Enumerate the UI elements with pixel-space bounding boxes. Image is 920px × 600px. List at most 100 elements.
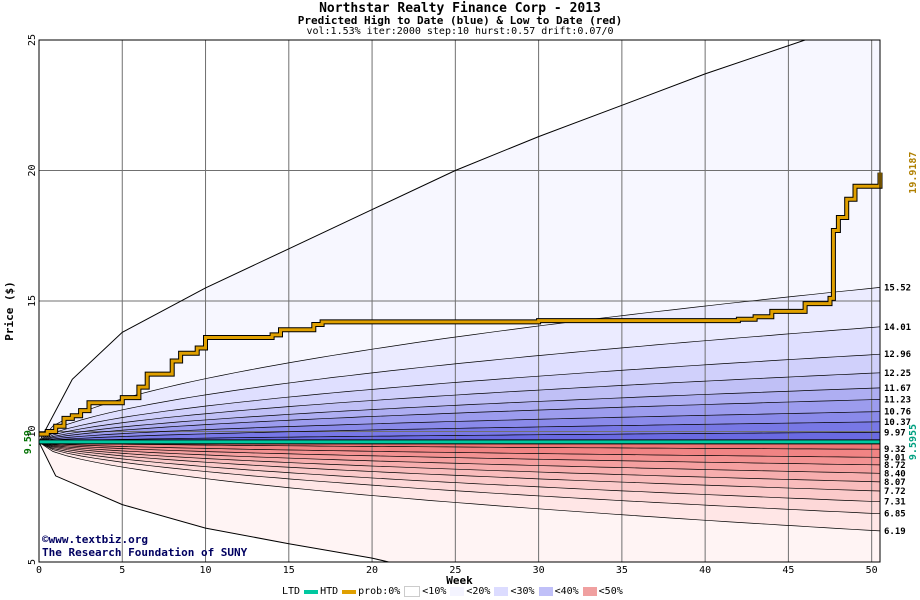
x-tick-label-30: 30: [533, 565, 545, 576]
x-tick-label-10: 10: [200, 565, 212, 576]
high-quantile-label-8: 9.97: [884, 428, 906, 438]
low-quantile-line-6: [38, 441, 881, 503]
high-quantile-label-5: 11.23: [884, 395, 911, 405]
high-quantile-label-6: 10.76: [884, 408, 911, 418]
legend-p10-swatch: [450, 587, 465, 596]
low-quantile-line-1: [38, 441, 881, 458]
high-quantile-line-6: [38, 411, 881, 443]
low-quantile-line-7: [38, 441, 881, 515]
x-tick-label-45: 45: [782, 565, 794, 576]
legend-htd-swatch: [342, 589, 357, 594]
high-quantile-label-2: 12.96: [884, 350, 911, 360]
y-tick-label-10: 10: [27, 425, 38, 437]
legend-ltd-label: LTD: [282, 586, 301, 597]
high-quantile-line-7: [38, 421, 881, 443]
low-band-outer: [39, 442, 880, 562]
legend-p20-swatch: [494, 587, 509, 596]
high-band-4: [39, 372, 880, 443]
y-tick-label-15: 15: [27, 295, 38, 307]
credit-org: The Research Foundation of SUNY: [42, 546, 248, 559]
low-band-2: [39, 442, 880, 458]
chart-subtitle: Predicted High to Date (blue) & Low to D…: [297, 14, 623, 27]
series-lines: [38, 39, 883, 563]
low-quantile-label-3: 8.40: [884, 469, 906, 479]
legend-p10-label: <10%: [422, 586, 447, 597]
chart-params: vol:1.53% iter:2000 step:10 hurst:0.57 d…: [306, 26, 614, 37]
x-tick-label-25: 25: [449, 565, 461, 576]
y-tick-label-25: 25: [27, 34, 38, 46]
y-tick-label-20: 20: [27, 164, 38, 176]
high-band-7: [39, 411, 880, 443]
x-tick-label-20: 20: [366, 565, 378, 576]
high-band-2: [39, 326, 880, 443]
high-outer-line: [38, 39, 806, 443]
low-quantile-line-2: [38, 441, 881, 466]
x-tick-label-5: 5: [119, 565, 125, 576]
legend-htd-label: HTD: [320, 586, 339, 597]
low-quantile-line-8: [38, 441, 881, 532]
low-band-9: [39, 442, 880, 531]
low-quantile-label-4: 8.07: [884, 478, 906, 488]
legend-p30-swatch: [538, 587, 553, 596]
legend-p40-swatch: [582, 587, 597, 596]
high-quantile-label-7: 10.37: [884, 418, 911, 428]
x-tick-label-15: 15: [283, 565, 295, 576]
legend-p50-label: <50%: [598, 586, 623, 597]
high-band-6: [39, 399, 880, 443]
low-outer-line: [38, 441, 389, 563]
low-quantile-line-4: [38, 441, 881, 483]
legend-p40-label: <40%: [554, 586, 579, 597]
low-quantile-label-6: 7.31: [884, 498, 906, 508]
low-quantile-label-2: 8.72: [884, 461, 906, 471]
low-band-5: [39, 442, 880, 482]
low-band-7: [39, 442, 880, 502]
high-quantile-label-1: 14.01: [884, 323, 911, 333]
legend: LTD HTD prob:0% <10% <20% <30% <40% <50%: [282, 586, 625, 597]
low-quantile-label-8: 6.19: [884, 527, 906, 537]
legend-ltd-swatch: [304, 589, 319, 594]
high-band-1: [39, 287, 880, 443]
legend-prob-label: prob:0%: [358, 586, 401, 597]
high-quantile-line-3: [38, 372, 881, 443]
low-quantile-line-5: [38, 441, 881, 492]
legend-p30-label: <30%: [510, 586, 535, 597]
current-high-label: 19.9187: [908, 152, 919, 194]
axes: [38, 39, 881, 563]
start-price-label: 9.59: [23, 430, 34, 454]
current-low-label: 9.5955: [908, 424, 919, 460]
high-band-5: [39, 387, 880, 443]
y-tick-label-5: 5: [27, 559, 38, 565]
low-quantile-line-0: [38, 441, 880, 450]
x-tick-label-0: 0: [36, 565, 42, 576]
high-quantile-line-4: [38, 387, 881, 443]
x-axis-label: Week: [446, 574, 473, 587]
x-tick-label-50: 50: [866, 565, 878, 576]
high-quantile-line-8: [38, 431, 881, 443]
plot-frame: [38, 39, 881, 563]
x-tick-label-40: 40: [699, 565, 711, 576]
high-quantile-label-0: 15.52: [884, 283, 911, 293]
high-quantile-line-1: [38, 326, 881, 443]
y-axis-label: Price ($): [3, 281, 16, 341]
probability-bands: [39, 40, 880, 562]
high-quantile-label-4: 11.67: [884, 384, 911, 394]
chart-title: Northstar Realty Finance Corp - 2013: [319, 1, 601, 16]
low-band-6: [39, 442, 880, 491]
high-quantile-line-0: [38, 287, 881, 443]
high-band-3: [39, 354, 880, 443]
low-band-8: [39, 442, 880, 514]
low-quantile-label-1: 9.01: [884, 453, 906, 463]
legend-p20-label: <20%: [466, 586, 491, 597]
low-quantile-label-0: 9.32: [884, 445, 906, 455]
htd-line: [39, 172, 882, 436]
high-band-outer: [39, 40, 880, 443]
x-tick-label-35: 35: [616, 565, 628, 576]
credit-url: ©www.textbiz.org: [42, 533, 148, 546]
legend-p0-swatch: [404, 586, 421, 597]
high-quantile-label-3: 12.25: [884, 369, 911, 379]
low-quantile-line-3: [38, 441, 881, 474]
high-quantile-line-5: [38, 399, 881, 443]
low-quantile-label-7: 6.85: [884, 510, 906, 520]
